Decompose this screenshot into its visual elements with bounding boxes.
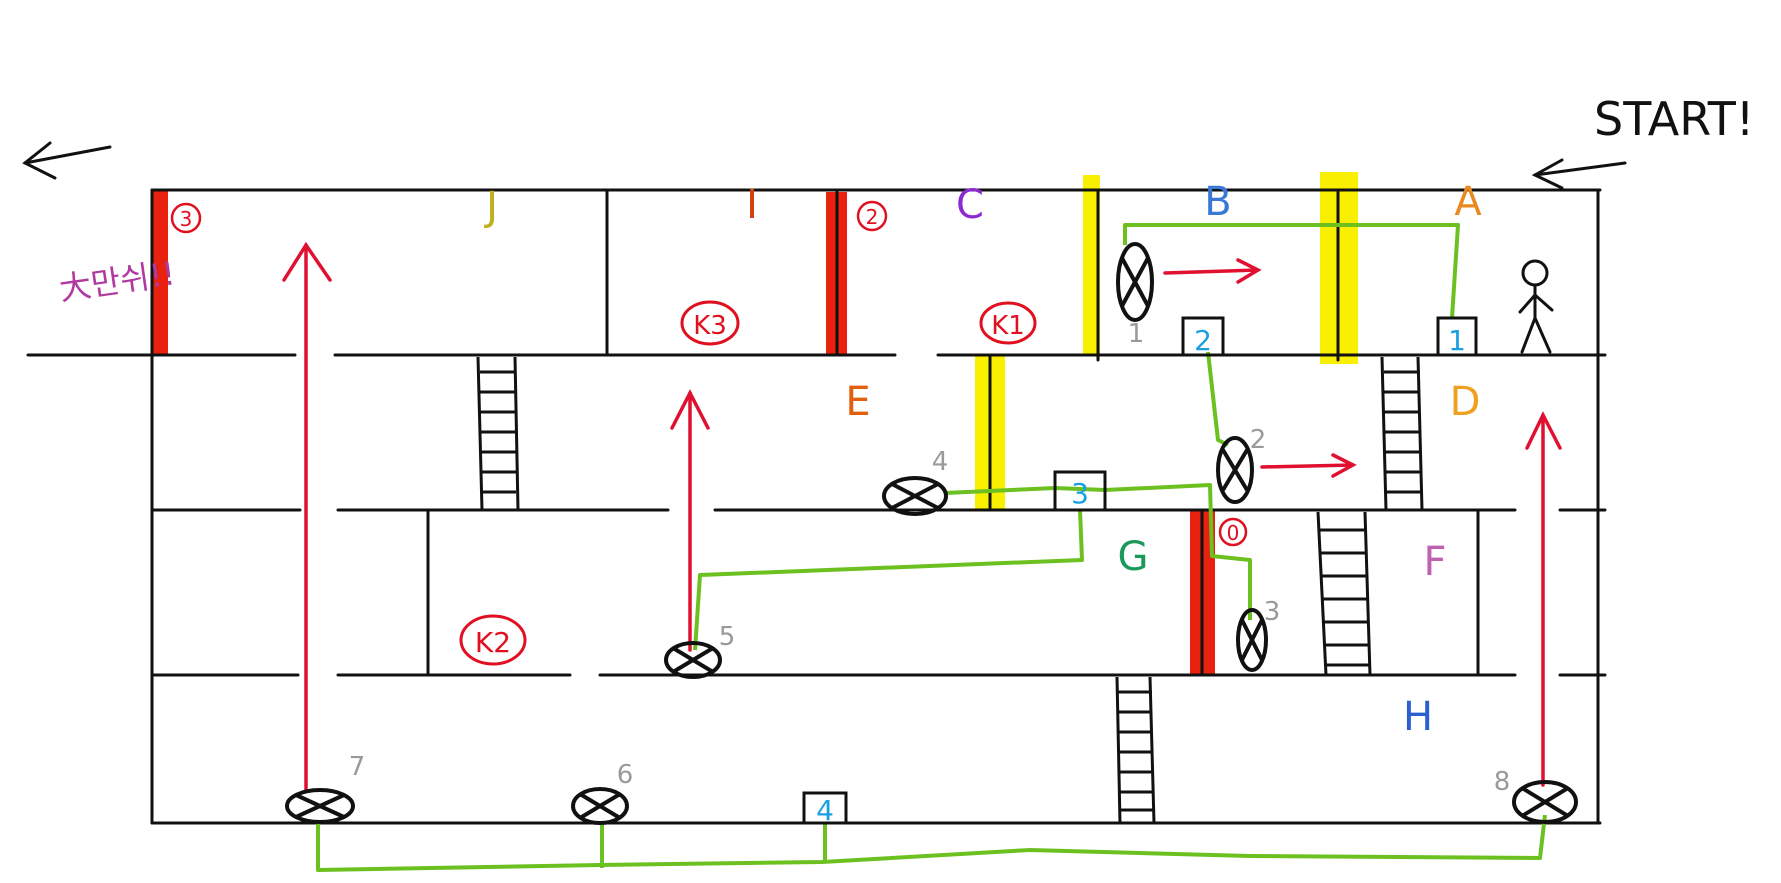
ladder-j xyxy=(476,356,520,511)
room-label-i: I xyxy=(746,182,758,228)
box-1-label: 1 xyxy=(1448,324,1466,357)
room-label-f: F xyxy=(1423,539,1446,585)
box-2-icon xyxy=(1181,316,1225,357)
ladders xyxy=(476,356,1424,824)
arrow-up-j xyxy=(282,241,332,792)
red-door-3 xyxy=(151,190,168,355)
room-labels: A B C D E F G H I J xyxy=(483,179,1482,740)
door-marker-0: 0 xyxy=(1218,517,1248,547)
box-3-label: 3 xyxy=(1071,477,1089,510)
direction-arrows xyxy=(22,141,1627,190)
arrow-up-d xyxy=(1525,411,1562,787)
room-label-e: E xyxy=(845,379,870,425)
start-arrow-icon xyxy=(1531,158,1627,190)
switch-7-label: 7 xyxy=(349,752,366,782)
boxes xyxy=(802,316,1478,825)
key-k1-label: K1 xyxy=(991,311,1025,341)
door-marker-3: 3 xyxy=(170,202,202,234)
wire-4 xyxy=(316,814,1547,872)
switches xyxy=(285,242,1578,825)
room-label-a: A xyxy=(1454,179,1482,225)
wire-1 xyxy=(1123,223,1460,319)
box-4-icon xyxy=(802,791,848,825)
key-k2: K2 xyxy=(459,614,527,666)
room-label-j: J xyxy=(483,184,498,230)
svg-text:3: 3 xyxy=(180,207,193,231)
room-label-c: C xyxy=(956,182,984,228)
yellow-door-c-b xyxy=(1083,175,1100,355)
player-icon xyxy=(1518,259,1554,354)
switch-7-icon xyxy=(285,788,355,824)
arrow-up-e xyxy=(670,389,710,652)
switch-5-icon xyxy=(664,641,722,679)
key-k3-label: K3 xyxy=(693,311,727,341)
ladder-f xyxy=(1316,511,1372,676)
svg-text:2: 2 xyxy=(866,205,879,229)
switch-1-icon xyxy=(1116,242,1154,322)
key-k3: K3 xyxy=(680,300,740,346)
svg-text:0: 0 xyxy=(1227,521,1240,545)
exit-arrow-icon xyxy=(22,141,112,180)
arrow-right-d xyxy=(1260,453,1357,478)
room-label-b: B xyxy=(1204,179,1231,225)
ladder-d xyxy=(1380,356,1424,511)
room-label-h: H xyxy=(1403,694,1433,740)
switch-6-icon xyxy=(571,787,629,825)
key-k2-label: K2 xyxy=(475,626,511,659)
key-k1: K1 xyxy=(979,301,1037,345)
switch-6-label: 6 xyxy=(617,760,634,790)
switch-1-label: 1 xyxy=(1128,319,1145,349)
wire-3b xyxy=(693,509,1084,651)
door-markers: 3 2 0 xyxy=(170,200,1248,547)
box-1-icon xyxy=(1436,316,1478,357)
wires xyxy=(316,223,1547,872)
box-4-label: 4 xyxy=(816,794,834,827)
switch-numbers: 1 2 3 4 5 6 7 8 xyxy=(349,319,1511,797)
switch-5-label: 5 xyxy=(719,622,736,652)
switch-8-label: 8 xyxy=(1494,767,1511,797)
switch-3-label: 3 xyxy=(1264,597,1281,627)
switch-2-label: 2 xyxy=(1250,425,1267,455)
box-2-label: 2 xyxy=(1194,324,1212,357)
switch-3-icon xyxy=(1236,608,1268,672)
ladder-g-h xyxy=(1115,676,1156,824)
box-numbers: 1 2 3 4 xyxy=(816,324,1466,827)
box-3-icon xyxy=(1053,470,1107,512)
wire-2 xyxy=(1206,351,1229,447)
switch-8-icon xyxy=(1512,780,1578,824)
switch-2-icon xyxy=(1216,436,1254,504)
room-label-g: G xyxy=(1118,534,1149,580)
switch-4-label: 4 xyxy=(932,447,949,477)
start-label: START! xyxy=(1594,92,1754,146)
yellow-doors xyxy=(975,172,1358,510)
door-marker-2: 2 xyxy=(856,200,888,232)
keys: K1 K2 K3 xyxy=(459,300,1037,666)
red-doors xyxy=(151,190,1215,675)
room-label-d: D xyxy=(1450,379,1481,425)
arrow-right-b xyxy=(1163,258,1262,284)
switch-4-icon xyxy=(882,476,948,516)
red-arrows xyxy=(282,241,1562,792)
building-walls xyxy=(26,188,1607,825)
